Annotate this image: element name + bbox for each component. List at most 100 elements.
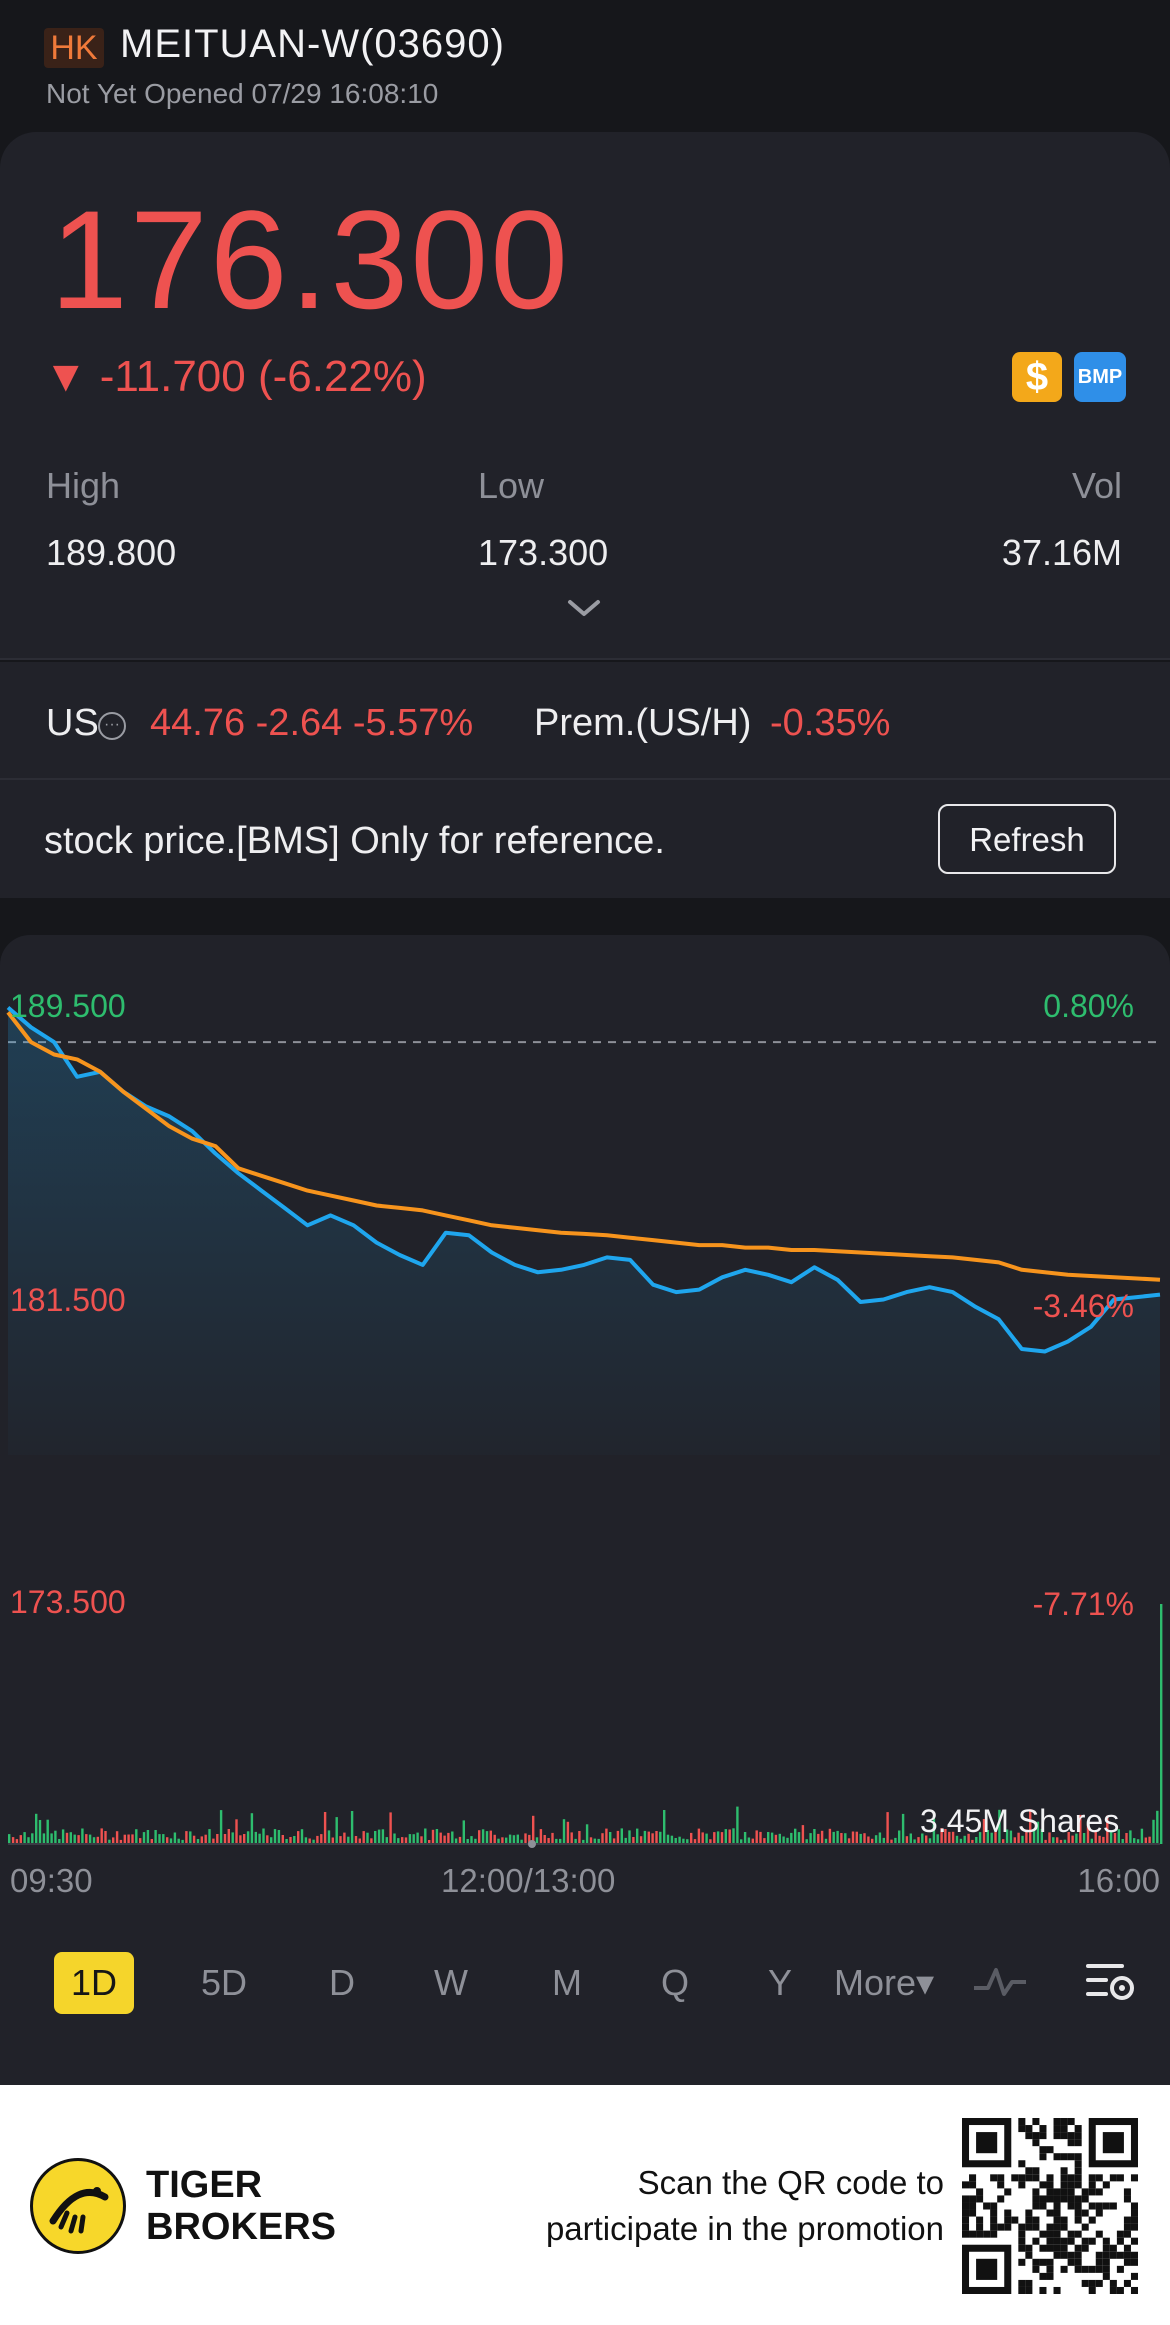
volume-bar xyxy=(562,1819,566,1844)
indicator-icon[interactable] xyxy=(972,1960,1028,2004)
tab-m[interactable]: M xyxy=(552,1962,582,2003)
volume-bar xyxy=(424,1828,427,1844)
qr-module xyxy=(1053,2244,1061,2252)
qr-module xyxy=(1067,2174,1075,2182)
low-value: 173.300 xyxy=(478,532,609,573)
volume-bar xyxy=(27,1837,30,1844)
qr-module xyxy=(976,2258,998,2280)
volume-bar xyxy=(1086,1824,1090,1844)
qr-module xyxy=(1102,2244,1110,2252)
volume-bar xyxy=(651,1833,654,1844)
x-label-midday: 12:00/13:00 xyxy=(441,1862,616,1899)
qr-module xyxy=(1004,2188,1012,2196)
adr-row[interactable] xyxy=(0,662,1170,778)
qr-module xyxy=(1025,2132,1033,2140)
qr-module xyxy=(1018,2258,1026,2266)
volume-bar xyxy=(1002,1839,1005,1844)
tab-w[interactable]: W xyxy=(434,1962,468,2003)
notice-text: stock price.[BMS] Only for reference. xyxy=(44,820,665,862)
volume-bar xyxy=(878,1832,882,1844)
volume-bar xyxy=(204,1834,207,1844)
qr-module xyxy=(1018,2223,1026,2231)
volume-bar xyxy=(601,1833,604,1844)
tab-y[interactable]: Y xyxy=(767,1962,792,2003)
chevron-down-icon[interactable] xyxy=(566,596,602,620)
y-label-top: 189.500 xyxy=(10,988,126,1024)
volume-bar xyxy=(593,1838,596,1844)
volume-bar xyxy=(300,1829,304,1844)
volume-bar xyxy=(1140,1828,1144,1844)
qr-module xyxy=(1095,2265,1103,2273)
volume-bar xyxy=(119,1839,123,1844)
qr-module xyxy=(962,2230,970,2238)
qr-module xyxy=(976,2216,984,2224)
volume-bar xyxy=(921,1833,924,1844)
qr-module xyxy=(1004,2216,1012,2224)
volume-bar xyxy=(65,1832,69,1844)
bmp-badge-icon[interactable]: BMP xyxy=(1074,352,1126,402)
qr-module xyxy=(1067,2153,1075,2161)
qr-module xyxy=(1074,2216,1082,2224)
qr-module xyxy=(1004,2223,1012,2231)
qr-module xyxy=(1039,2272,1047,2280)
chart-settings-icon[interactable] xyxy=(1082,1954,1138,2010)
qr-module xyxy=(1095,2174,1103,2182)
qr-module xyxy=(969,2230,977,2238)
qr-module xyxy=(1032,2118,1040,2126)
tab-q[interactable]: Q xyxy=(660,1962,689,2003)
volume-bar xyxy=(863,1833,866,1844)
tab-1d[interactable]: 1D xyxy=(54,1952,134,2014)
tab-d[interactable]: D xyxy=(329,1962,355,2003)
volume-bar xyxy=(493,1834,496,1844)
qr-module xyxy=(969,2202,977,2210)
y-label-mid: 181.500 xyxy=(10,1282,126,1318)
qr-module xyxy=(1039,2286,1047,2294)
volume-bar xyxy=(281,1835,284,1844)
volume-bar xyxy=(609,1832,612,1844)
volume-bar xyxy=(1133,1838,1136,1844)
volume-bar xyxy=(1052,1837,1055,1844)
intraday-chart[interactable] xyxy=(0,935,1170,1855)
dollar-badge-icon[interactable]: $ xyxy=(1012,352,1062,402)
volume-bar xyxy=(975,1837,978,1844)
volume-label: 3.45M Shares xyxy=(920,1803,1120,1839)
qr-module xyxy=(1109,2251,1117,2259)
volume-bar xyxy=(227,1829,230,1844)
qr-module xyxy=(1060,2125,1068,2133)
qr-module xyxy=(1060,2167,1068,2175)
qr-module xyxy=(1081,2209,1089,2217)
volume-bar xyxy=(597,1838,600,1844)
qr-module xyxy=(1053,2237,1061,2245)
volume-bar xyxy=(454,1838,458,1844)
premium-label: Prem.(US/H) xyxy=(534,702,752,744)
qr-module xyxy=(1011,2174,1019,2182)
qr-module xyxy=(1074,2195,1082,2203)
qr-module xyxy=(1067,2118,1075,2126)
high-label: High xyxy=(46,465,121,506)
volume-bar xyxy=(185,1831,188,1844)
refresh-button[interactable]: Refresh xyxy=(938,804,1116,874)
qr-module xyxy=(1067,2230,1075,2238)
qr-module xyxy=(1004,2209,1012,2217)
qr-module xyxy=(983,2202,991,2210)
qr-module xyxy=(1032,2132,1040,2140)
premium-value: -0.35% xyxy=(770,702,891,744)
qr-module xyxy=(997,2174,1005,2182)
volume-bar xyxy=(1160,1604,1163,1844)
volume-bar xyxy=(639,1836,643,1844)
tab-more[interactable]: More▾ xyxy=(833,1962,935,2003)
more-dots-icon[interactable]: ··· xyxy=(98,712,126,740)
qr-module xyxy=(1060,2174,1068,2182)
volume-bar xyxy=(578,1831,581,1844)
volume-bar xyxy=(474,1838,477,1844)
tab-5d[interactable]: 5D xyxy=(200,1962,248,2003)
volume-bar xyxy=(871,1838,874,1844)
y-label-bottom: 173.500 xyxy=(10,1584,126,1620)
qr-module xyxy=(1060,2251,1068,2259)
volume-bar xyxy=(96,1836,99,1844)
volume-bar xyxy=(801,1825,805,1844)
qr-module xyxy=(1130,2216,1138,2224)
volume-bar xyxy=(189,1831,192,1844)
qr-module xyxy=(1025,2174,1033,2182)
volume-bar xyxy=(882,1837,885,1844)
